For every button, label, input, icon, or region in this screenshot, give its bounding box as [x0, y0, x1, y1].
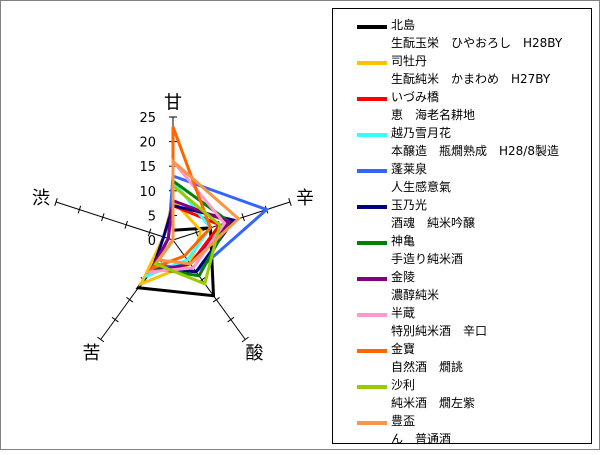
legend-swatch: [357, 421, 387, 425]
legend-entry: 玉乃光酒魂 純米吟醸: [333, 195, 591, 239]
axis-tick-mark: [77, 205, 82, 214]
legend-swatch: [357, 205, 387, 209]
axis-tick-mark: [54, 198, 58, 206]
tick-label: 20: [139, 136, 156, 151]
legend-series-subtitle: 自然酒 燗誂: [391, 360, 464, 374]
axis-label-3: 苦: [82, 343, 100, 364]
radar-chart: 甘辛酸 苦 渋 25 20 15 10 5 0: [32, 92, 314, 364]
legend-series-name: 沙利: [391, 378, 416, 392]
legend-series-name: 神亀: [391, 234, 416, 248]
legend-entry: 北島生酛玉栄 ひやおろし H28BY: [333, 15, 591, 59]
axis-tick-mark: [288, 198, 292, 206]
legend-entry: 金寶 自然酒 燗誂: [333, 339, 591, 383]
legend-swatch: [357, 277, 387, 281]
legend-series-name: 金陵: [391, 270, 416, 284]
legend-swatch: [357, 169, 387, 173]
legend-swatch: [357, 241, 387, 245]
tick-label: 10: [139, 185, 156, 200]
axis-tick-mark: [147, 228, 152, 237]
tick-label: 25: [139, 111, 156, 126]
legend-entry: 越乃雪月花本醸造 瓶燗熟成 H28/8製造: [333, 123, 591, 167]
legend-series-subtitle: 生酛玉栄 ひやおろし H28BY: [391, 36, 563, 50]
legend-series-subtitle: 純米酒 燗左紫: [391, 396, 476, 410]
legend-swatch: [357, 313, 387, 317]
legend-series-name: 北島: [391, 18, 416, 32]
tick-label: 0: [148, 234, 156, 249]
legend-entry: 蓬莱泉 人生感意氣: [333, 159, 591, 203]
axis-label-4: 渋: [32, 188, 50, 209]
legend-entry: 沙利 純米酒 燗左紫: [333, 375, 591, 419]
axis-tick-mark: [126, 296, 134, 303]
legend-series-subtitle: ん 普通酒: [391, 432, 452, 446]
legend-series-name: 玉乃光: [391, 198, 428, 212]
legend: 北島 生酛玉栄 ひやおろし H28BY 司牡丹 生酛純米 かまわめ H27BY いづみ橋…: [332, 8, 592, 446]
axis-label-1: 辛: [296, 188, 314, 209]
legend-swatch: [357, 97, 387, 101]
legend-entry: 司牡丹生酛純米 かまわめ H27BY: [333, 51, 591, 95]
axis-tick-mark: [241, 336, 249, 343]
axis-label-2: 酸: [246, 343, 264, 364]
legend-series-name: 半蔵: [391, 306, 416, 320]
legend-series-name: 司牡丹: [391, 54, 428, 68]
legend-series-subtitle: 酒魂 純米吟醸: [391, 216, 476, 230]
legend-swatch: [357, 25, 387, 29]
legend-swatch: [357, 61, 387, 65]
axis-tick-mark: [101, 213, 105, 222]
axis-tick-mark: [124, 220, 128, 229]
legend-entry: いづみ橋恵 海老名耕地: [333, 87, 591, 131]
legend-entry: 神亀 手造り純米酒: [333, 231, 591, 275]
legend-swatch: [357, 133, 387, 137]
axis-tick-mark: [212, 296, 220, 303]
legend-series-subtitle: 濃醇純米: [391, 288, 440, 302]
axis-label-0: 甘: [164, 92, 182, 113]
legend-swatch: [357, 349, 387, 353]
legend-series-subtitle: 手造り純米酒: [391, 252, 464, 266]
legend-series-subtitle: 本醸造 瓶燗熟成 H28/8製造: [391, 144, 559, 158]
tick-label: 5: [148, 209, 156, 224]
axis-tick-mark: [241, 213, 245, 222]
axis-tick-mark: [97, 336, 105, 343]
legend-series-name: 金寶: [391, 342, 416, 356]
legend-entry: 金陵 濃醇純米: [333, 267, 591, 311]
axis-line-4: [55, 201, 174, 241]
legend-series-name: いづみ橋: [391, 90, 440, 104]
axis-tick-mark: [111, 316, 119, 323]
legend-entry: 半蔵特別純米酒 辛口: [333, 303, 591, 347]
legend-series-name: 越乃雪月花: [391, 126, 452, 140]
legend-series-name: 豊盃: [391, 414, 416, 428]
axis-tick-mark: [227, 316, 235, 323]
legend-series-subtitle: 特別純米酒 辛口: [391, 324, 488, 338]
legend-series-subtitle: 恵 海老名耕地: [391, 108, 476, 122]
legend-series-subtitle: 生酛純米 かまわめ H27BY: [391, 72, 551, 86]
series-line-11: [155, 157, 241, 266]
legend-series-name: 蓬莱泉: [391, 162, 428, 176]
legend-entry: 豊盃ん 普通酒: [333, 411, 591, 455]
tick-label: 15: [139, 160, 156, 175]
legend-swatch: [357, 385, 387, 389]
legend-series-subtitle: 人生感意氣: [391, 180, 452, 194]
